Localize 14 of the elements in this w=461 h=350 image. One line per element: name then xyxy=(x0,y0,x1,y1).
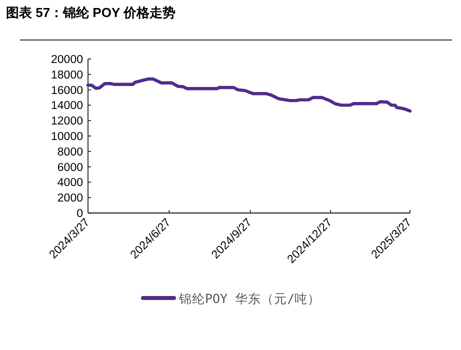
y-tick-label: 2000 xyxy=(57,192,83,205)
y-tick-label: 18000 xyxy=(51,69,83,82)
line-series xyxy=(86,77,412,113)
y-tick-label: 0 xyxy=(76,208,83,220)
legend-label: 锦纶POY 华东（元/吨） xyxy=(178,291,321,306)
y-tick-label: 12000 xyxy=(51,116,83,128)
y-tick-label: 14000 xyxy=(51,100,83,112)
y-tick-label: 8000 xyxy=(57,146,83,158)
y-tick-label: 16000 xyxy=(51,84,83,97)
y-tick-label: 10000 xyxy=(51,131,83,143)
y-tick-label: 6000 xyxy=(57,162,83,174)
y-tick-label: 4000 xyxy=(57,177,83,190)
chart-title: 图表 57：锦纶 POY 价格走势 xyxy=(6,5,176,20)
y-tick-label: 20000 xyxy=(51,54,83,66)
